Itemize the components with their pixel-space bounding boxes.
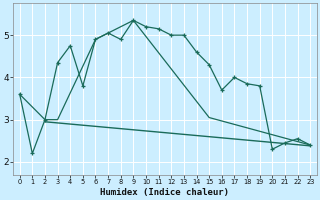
X-axis label: Humidex (Indice chaleur): Humidex (Indice chaleur) [100,188,229,197]
